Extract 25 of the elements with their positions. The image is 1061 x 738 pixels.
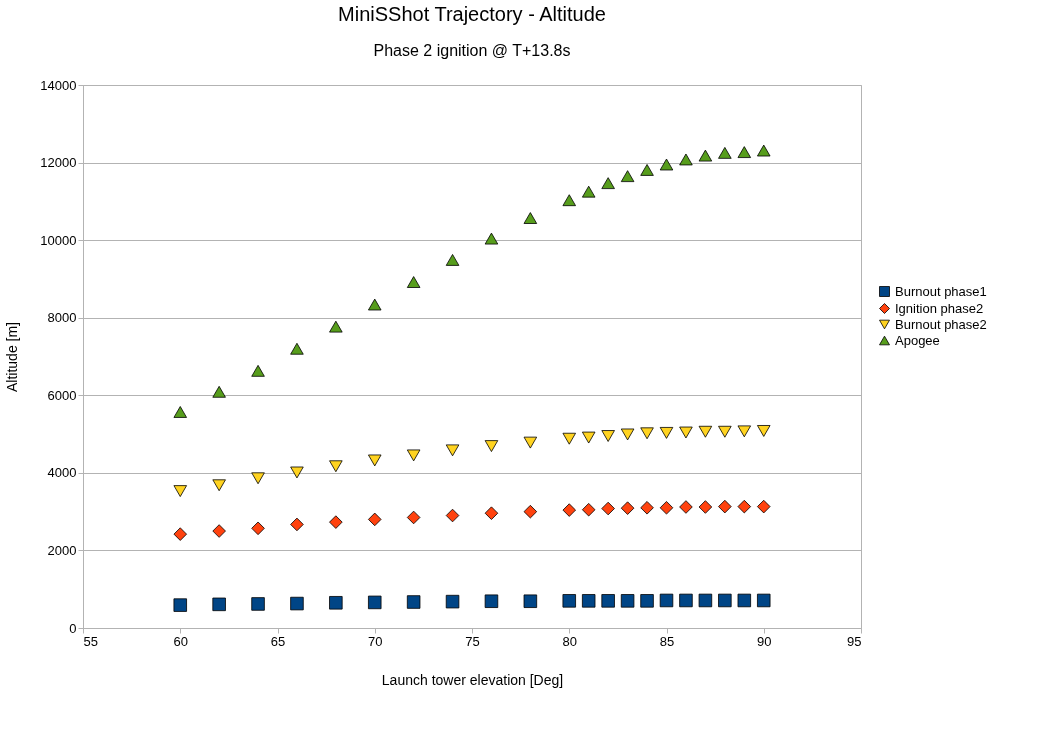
legend-label: Burnout phase1 (895, 283, 987, 299)
y-tick-label: 0 (69, 620, 77, 636)
x-axis-title: Launch tower elevation [Deg] (381, 671, 564, 688)
x-tick-label: 95 (847, 633, 862, 649)
x-tick-label: 65 (270, 633, 286, 649)
legend-label: Ignition phase2 (895, 300, 984, 316)
y-tick-label: 12000 (40, 155, 77, 171)
chart-subtitle: Phase 2 ignition @ T+13.8s (373, 42, 571, 59)
legend-label: Burnout phase2 (895, 316, 987, 332)
x-tick-label: 90 (757, 633, 772, 649)
y-axis-title: Altitude [m] (4, 321, 21, 393)
x-tick-label: 75 (465, 633, 480, 649)
x-tick-label: 80 (562, 633, 577, 649)
y-tick-label: 14000 (40, 77, 77, 93)
y-tick-label: 4000 (47, 465, 77, 481)
y-tick-label: 6000 (47, 387, 77, 403)
y-tick-label: 8000 (47, 310, 77, 326)
chart-title: MiniSShot Trajectory - Altitude (338, 3, 606, 25)
y-tick-label: 10000 (40, 232, 77, 248)
x-tick-label: 70 (368, 633, 383, 649)
x-tick-label: 85 (659, 633, 675, 649)
x-tick-label: 60 (173, 633, 188, 649)
legend-label: Apogee (895, 332, 940, 348)
y-tick-label: 2000 (47, 542, 77, 558)
x-tick-label: 55 (83, 633, 98, 649)
